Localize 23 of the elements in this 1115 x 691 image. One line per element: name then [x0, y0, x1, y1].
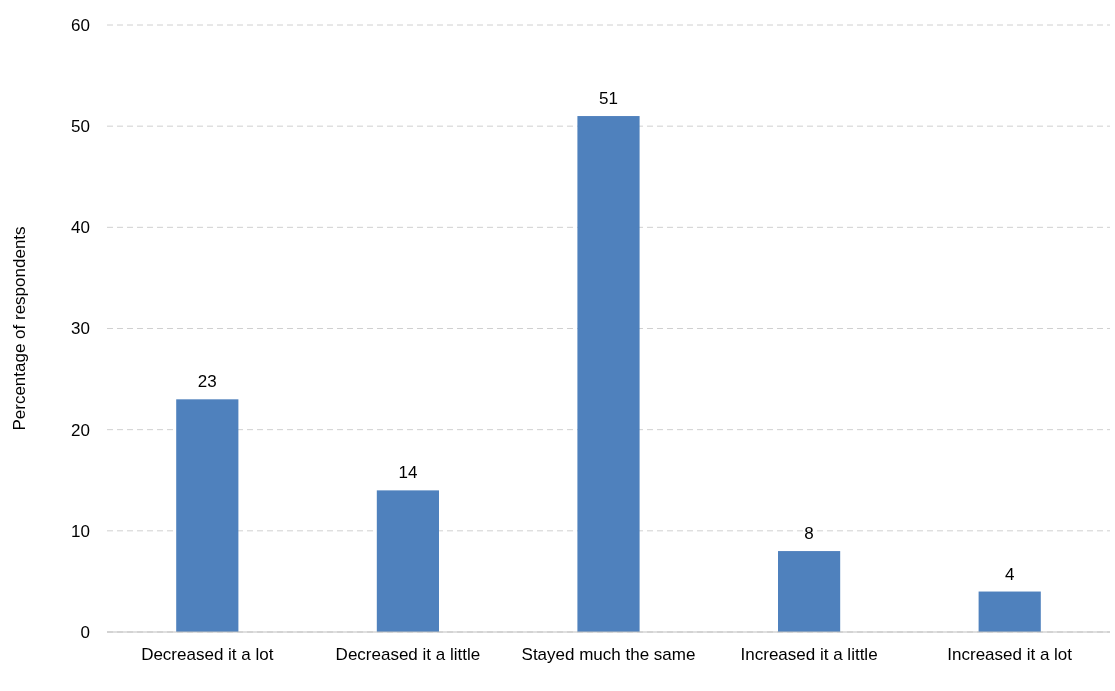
- x-tick-label: Decreased it a lot: [141, 645, 274, 664]
- x-tick-label: Increased it a lot: [947, 645, 1073, 664]
- bar: [978, 591, 1041, 632]
- bar: [376, 490, 439, 632]
- data-label: 14: [398, 463, 418, 483]
- y-tick-label: 50: [71, 117, 90, 137]
- y-tick-label: 40: [71, 218, 90, 238]
- bar: [577, 116, 640, 632]
- x-tick-label: Decreased it a little: [335, 645, 481, 664]
- bar: [778, 551, 841, 632]
- y-axis-title: Percentage of respondents: [10, 226, 29, 431]
- bar: [176, 399, 239, 632]
- y-tick-label: 60: [71, 15, 90, 35]
- data-label: 51: [599, 89, 618, 109]
- y-tick-label: 30: [71, 319, 90, 339]
- x-tick-label: Increased it a little: [740, 645, 878, 664]
- x-tick-label: Stayed much the same: [521, 645, 696, 664]
- y-tick-label: 20: [71, 420, 90, 440]
- data-label: 8: [804, 524, 814, 544]
- data-label: 23: [197, 372, 217, 392]
- y-tick-label: 10: [71, 521, 90, 541]
- data-label: 4: [1004, 564, 1015, 584]
- y-tick-label: 0: [80, 622, 90, 642]
